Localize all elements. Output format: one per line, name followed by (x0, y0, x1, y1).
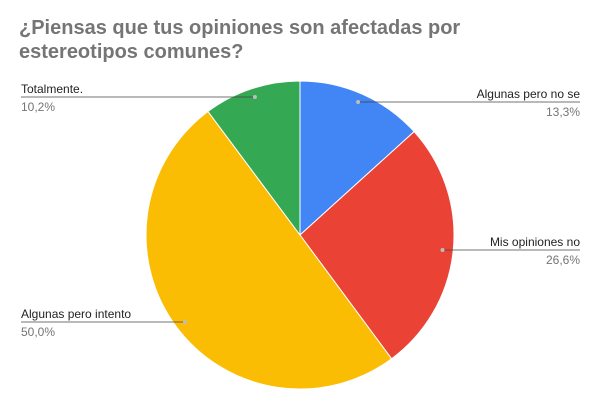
leader-dot-algunas-pero-no-se (356, 100, 361, 104)
pie-slice-algunas-pero-intento (145, 110, 393, 390)
slice-percent-algunas-pero-intento: 50,0% (21, 325, 55, 339)
chart-title: ¿Piensas que tus opiniones son afectadas… (19, 17, 461, 63)
slice-percent-totalmente: 10,2% (21, 100, 55, 114)
leader-dot-mis-opiniones-no (440, 248, 445, 252)
leader-dot-algunas-pero-intento (183, 320, 188, 324)
slice-percent-algunas-pero-no-se: 13,3% (546, 105, 580, 119)
slice-label-mis-opiniones-no: Mis opiniones no (490, 235, 580, 249)
pie-slice-algunas-pero-no-se (299, 80, 415, 237)
leader-dot-totalmente (252, 95, 257, 99)
pie-slice-totalmente (207, 80, 301, 237)
slice-label-algunas-pero-intento: Algunas pero intento (21, 307, 131, 321)
slice-percent-mis-opiniones-no: 26,6% (546, 253, 580, 267)
slice-label-totalmente: Totalmente. (21, 82, 83, 96)
slice-label-algunas-pero-no-se: Algunas pero no se (477, 87, 581, 101)
